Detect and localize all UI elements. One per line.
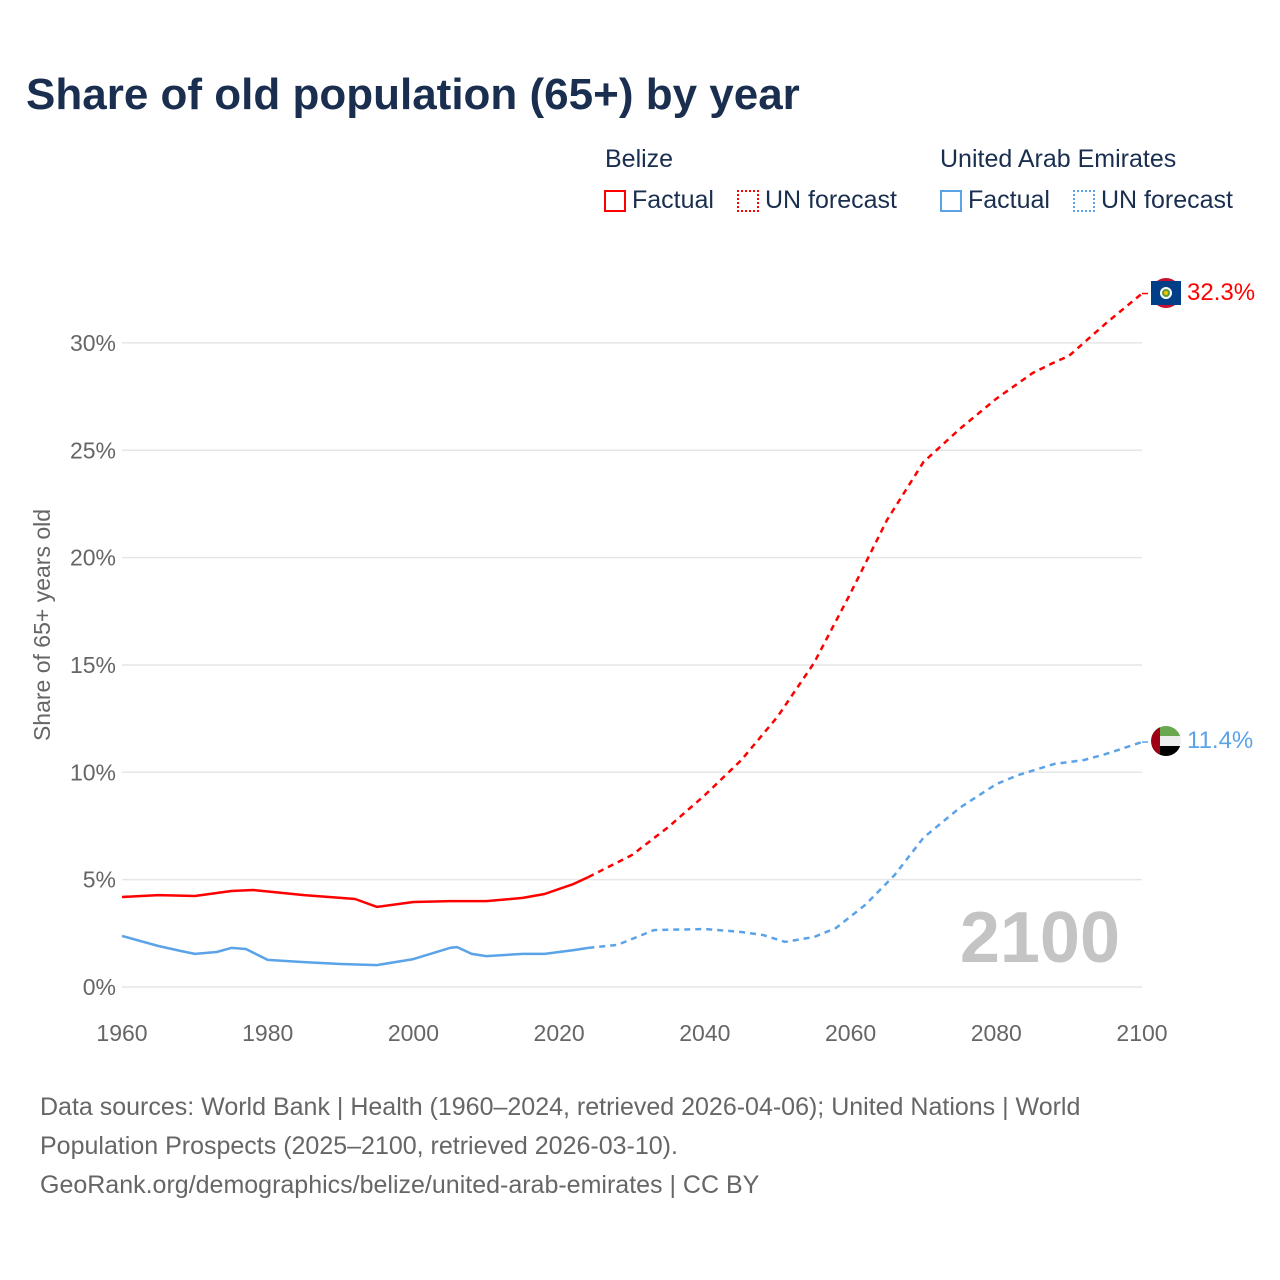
- footer-line: Population Prospects (2025–2100, retriev…: [40, 1132, 678, 1160]
- legend-label: Factual: [968, 186, 1050, 214]
- legend-group-uae: United Arab Emirates: [940, 145, 1177, 173]
- x-tick-label: 2100: [1116, 1020, 1167, 1046]
- x-tick-label: 2040: [679, 1020, 730, 1046]
- legend-belize-forecast[interactable]: UN forecast: [737, 186, 897, 215]
- footer-line: Data sources: World Bank | Health (1960–…: [40, 1093, 1081, 1121]
- y-axis-label: Share of 65+ years old: [29, 509, 55, 741]
- x-tick-label: 1980: [242, 1020, 293, 1046]
- legend-uae-factual[interactable]: Factual: [940, 186, 1050, 215]
- y-tick-label: 15%: [70, 652, 116, 678]
- y-tick-label: 20%: [70, 545, 116, 571]
- uae-end-label: 11.4%: [1187, 727, 1253, 754]
- legend-group-belize: Belize: [605, 145, 674, 173]
- y-tick-label: 25%: [70, 437, 116, 463]
- belize-factual-line: [121, 875, 589, 909]
- uae-flag-icon: [1151, 726, 1181, 756]
- legend-uae-forecast[interactable]: UN forecast: [1073, 186, 1233, 215]
- y-tick-label: 30%: [70, 330, 116, 356]
- legend-label: UN forecast: [765, 186, 897, 214]
- y-tick-label: 10%: [70, 759, 116, 785]
- uae-factual-line: [121, 934, 589, 967]
- belize-flag-icon: [1151, 278, 1181, 308]
- legend-belize-factual[interactable]: Factual: [604, 186, 714, 215]
- legend-swatch: [604, 189, 626, 212]
- x-tick-label: 2080: [971, 1020, 1022, 1046]
- x-tick-label: 2000: [388, 1020, 439, 1046]
- legend-swatch: [1073, 189, 1095, 212]
- x-tick-label: 1960: [96, 1020, 147, 1046]
- year-watermark: 2100: [960, 898, 1120, 978]
- legend-label: UN forecast: [1101, 186, 1233, 214]
- y-tick-label: 5%: [83, 867, 116, 893]
- uae-forecast-line: [588, 740, 1143, 950]
- legend-label: Factual: [632, 186, 714, 214]
- footer-link[interactable]: GeoRank.org/demographics/belize/united-a…: [40, 1171, 760, 1199]
- legend-swatch: [737, 189, 759, 212]
- legend-swatch: [940, 189, 962, 212]
- x-tick-label: 2020: [534, 1020, 585, 1046]
- belize-end-label: 32.3%: [1187, 279, 1255, 306]
- x-tick-label: 2060: [825, 1020, 876, 1046]
- belize-forecast-line: [587, 292, 1143, 879]
- plot-area: 0% 5% 10% 15% 20% 25% 30% 1960 1980 2000 2020 2040 2…: [29, 278, 1255, 1046]
- y-tick-label: 0%: [83, 974, 116, 1000]
- chart-title: Share of old population (65+) by year: [26, 70, 800, 119]
- footer-sources: Data sources: World Bank | Health (1960–…: [40, 1088, 1240, 1205]
